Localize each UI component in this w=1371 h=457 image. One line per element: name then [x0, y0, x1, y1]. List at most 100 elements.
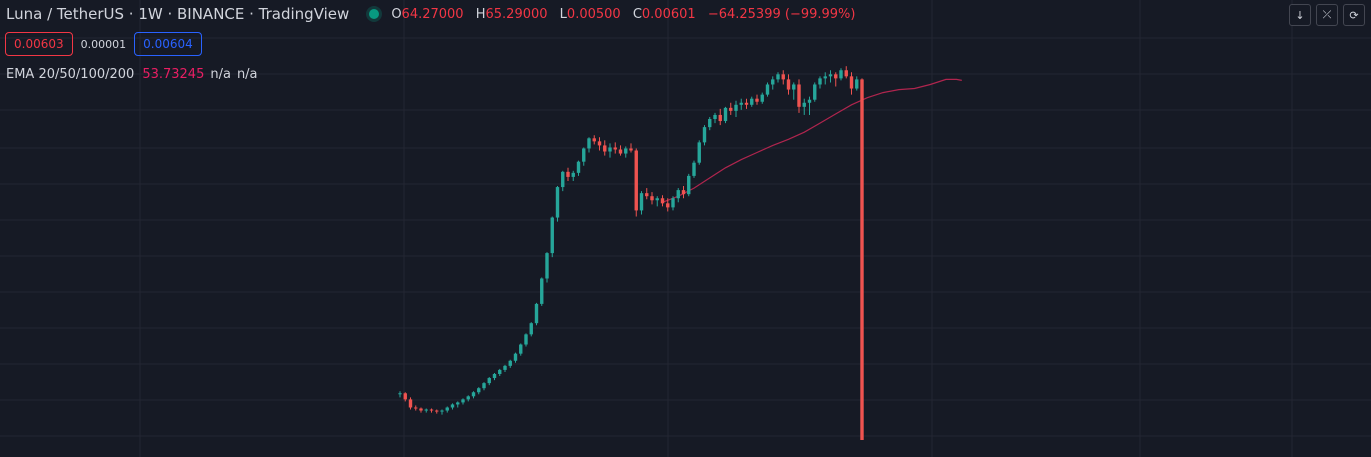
high-label: H — [475, 6, 486, 22]
candle-body — [566, 171, 570, 177]
close-label: C — [632, 6, 642, 22]
collapse-icon[interactable]: ⤫ — [1316, 4, 1338, 26]
candle-body — [666, 203, 670, 208]
close-value: 0.00601 — [641, 6, 696, 22]
candle-body — [498, 369, 502, 374]
candle — [660, 195, 665, 207]
candle-body — [818, 78, 822, 85]
indicator-legend[interactable]: EMA 20/50/100/200 53.73245 n/a n/a — [6, 67, 258, 82]
candle — [419, 407, 423, 413]
candle — [676, 188, 680, 203]
candle — [613, 142, 617, 154]
candle — [456, 401, 460, 408]
arrow-down-icon[interactable]: ↓ — [1289, 4, 1311, 26]
candle-body — [435, 410, 439, 412]
candle — [424, 408, 428, 413]
candle-body — [723, 107, 728, 122]
candle-body — [440, 410, 444, 412]
refresh-icon[interactable]: ⟳ — [1343, 4, 1365, 26]
candle — [561, 170, 565, 192]
candle — [582, 147, 586, 166]
candle — [414, 405, 418, 411]
candle-body — [797, 84, 801, 107]
candle — [776, 72, 780, 83]
candle — [550, 216, 554, 258]
candle-body — [550, 217, 554, 254]
candle — [608, 143, 612, 158]
candle — [760, 92, 764, 104]
candle-body — [519, 344, 523, 354]
candle-body — [702, 127, 707, 143]
candle — [687, 173, 691, 197]
candle — [508, 359, 512, 368]
low-value: 0.00500 — [566, 6, 621, 22]
candle — [650, 192, 654, 205]
sell-price-button[interactable]: 0.00603 — [5, 32, 73, 56]
candle-body — [571, 172, 575, 177]
candle-body — [739, 102, 743, 105]
candle — [818, 76, 822, 89]
candle — [498, 368, 502, 377]
candle-body — [618, 149, 623, 154]
candle-body — [750, 98, 754, 105]
candle-body — [624, 148, 628, 154]
candle — [519, 343, 523, 356]
candle-body — [776, 74, 780, 80]
candle — [708, 116, 712, 131]
candle — [739, 98, 743, 110]
candle — [807, 96, 812, 115]
candle-body — [424, 409, 428, 411]
candle — [692, 160, 696, 178]
candle — [750, 96, 754, 107]
open-value: 64.27000 — [401, 6, 464, 22]
candle — [524, 333, 528, 347]
candle-body — [765, 84, 770, 95]
candle-body — [734, 104, 738, 111]
candle-body — [760, 94, 764, 102]
candle-body — [713, 114, 717, 120]
candle — [403, 392, 407, 402]
candle-body — [755, 98, 759, 102]
candle — [771, 76, 775, 90]
candle-body — [697, 142, 701, 163]
candle — [844, 66, 848, 79]
candle-body — [592, 138, 596, 142]
candle — [681, 186, 686, 199]
candle — [592, 135, 596, 145]
candle — [828, 70, 833, 83]
candle-body — [408, 399, 413, 408]
change-value: −64.25399 (−99.99%) — [707, 6, 856, 22]
indicator-name[interactable]: EMA 20/50/100/200 — [6, 67, 135, 82]
candle — [702, 125, 707, 146]
candle — [440, 409, 444, 415]
ema-line — [662, 78, 962, 203]
candle-body — [608, 147, 612, 152]
candle — [802, 98, 806, 115]
candle-body — [555, 187, 560, 218]
candle-body — [587, 138, 591, 149]
candle-body — [786, 79, 791, 90]
symbol-title[interactable]: Luna / TetherUS · 1W · BINANCE · Trading… — [6, 5, 350, 23]
candle-body — [466, 396, 470, 400]
indicator-value-2: n/a — [210, 67, 231, 82]
candle-body — [629, 148, 633, 151]
candle — [445, 406, 449, 413]
candle-body — [582, 148, 586, 162]
candle-body — [855, 79, 859, 89]
candle-body — [849, 76, 854, 89]
candle — [797, 79, 801, 113]
low-label: L — [559, 6, 567, 22]
candle-body — [398, 393, 402, 395]
candle — [534, 302, 539, 326]
candle-body — [403, 393, 407, 400]
candle — [718, 108, 722, 126]
candle — [734, 100, 738, 117]
candle-body — [729, 107, 733, 111]
market-status-icon[interactable] — [369, 9, 380, 19]
candle-body — [482, 383, 486, 389]
buy-price-button[interactable]: 0.00604 — [134, 32, 202, 56]
candle-body — [655, 198, 659, 201]
candle-body — [613, 147, 617, 150]
candle-body — [645, 193, 649, 197]
